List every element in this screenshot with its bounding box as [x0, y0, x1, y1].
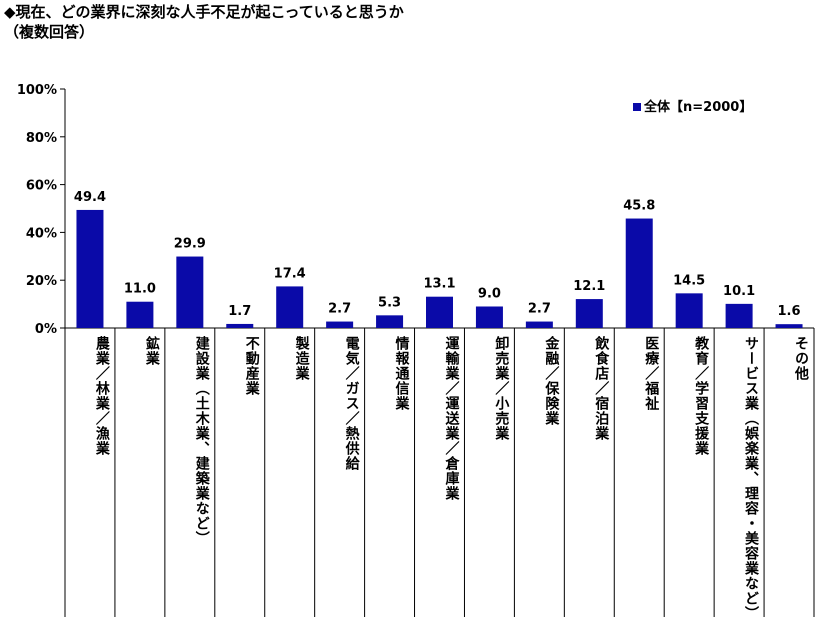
- category-label: 医療／福祉: [643, 336, 660, 411]
- category-label: 飲食店／宿泊業: [593, 336, 610, 441]
- legend-swatch: [633, 103, 641, 111]
- data-label: 12.1: [573, 279, 605, 294]
- data-label: 5.3: [378, 295, 401, 310]
- data-label: 14.5: [673, 273, 705, 288]
- y-tick-label: 60%: [26, 179, 57, 194]
- y-tick-label: 100%: [17, 83, 57, 98]
- category-label: 製造業: [293, 336, 310, 381]
- category-label: サービス業（娯楽業、理容・美容業など）: [743, 336, 760, 616]
- bar: [426, 296, 453, 328]
- category-label: その他: [792, 336, 809, 381]
- category-label: 不動産業: [243, 336, 260, 396]
- category-label: 情報通信業: [393, 336, 410, 411]
- bar: [226, 323, 254, 328]
- data-label: 9.0: [478, 286, 501, 301]
- bar: [475, 306, 503, 328]
- y-tick-label: 0%: [35, 322, 57, 337]
- y-tick-label: 40%: [26, 226, 57, 241]
- data-label: 11.0: [124, 282, 156, 297]
- category-label: 建設業（土木業、建築業など）: [193, 336, 210, 546]
- data-label: 10.1: [723, 284, 755, 299]
- category-label: 農業／林業／漁業: [93, 336, 110, 456]
- data-label: 1.7: [228, 304, 251, 319]
- bar: [276, 286, 304, 328]
- data-label: 2.7: [528, 302, 551, 317]
- legend-label: 全体【n=2000】: [643, 99, 752, 115]
- category-label: 電気／ガス／熱供給: [343, 336, 360, 471]
- bar: [326, 321, 354, 328]
- data-label: 29.9: [174, 237, 206, 252]
- category-label: 鉱業: [143, 336, 160, 366]
- bar: [525, 321, 553, 328]
- bar: [376, 315, 404, 328]
- bar: [76, 209, 104, 328]
- bar: [625, 218, 653, 328]
- bar: [575, 299, 603, 328]
- chart-title: ◆現在、どの業界に深刻な人手不足が起こっていると思うか: [4, 3, 404, 21]
- data-label: 45.8: [623, 199, 655, 214]
- category-label: 運輸業／運送業／倉庫業: [443, 336, 460, 501]
- data-label: 17.4: [274, 266, 306, 281]
- bar: [176, 256, 204, 328]
- bar: [126, 301, 154, 328]
- y-tick-label: 20%: [26, 274, 57, 289]
- y-tick-label: 80%: [26, 131, 57, 146]
- data-label: 2.7: [328, 302, 351, 317]
- bar: [775, 324, 803, 328]
- data-label: 13.1: [423, 277, 455, 292]
- category-label: 教育／学習支援業: [693, 336, 710, 456]
- data-label: 49.4: [74, 190, 106, 205]
- bar: [725, 303, 753, 328]
- category-label: 金融／保険業: [543, 336, 560, 426]
- chart-subtitle: （複数回答）: [4, 23, 95, 41]
- data-label: 1.6: [778, 304, 801, 319]
- category-label: 卸売業／小売業: [493, 336, 510, 441]
- bar: [675, 293, 703, 328]
